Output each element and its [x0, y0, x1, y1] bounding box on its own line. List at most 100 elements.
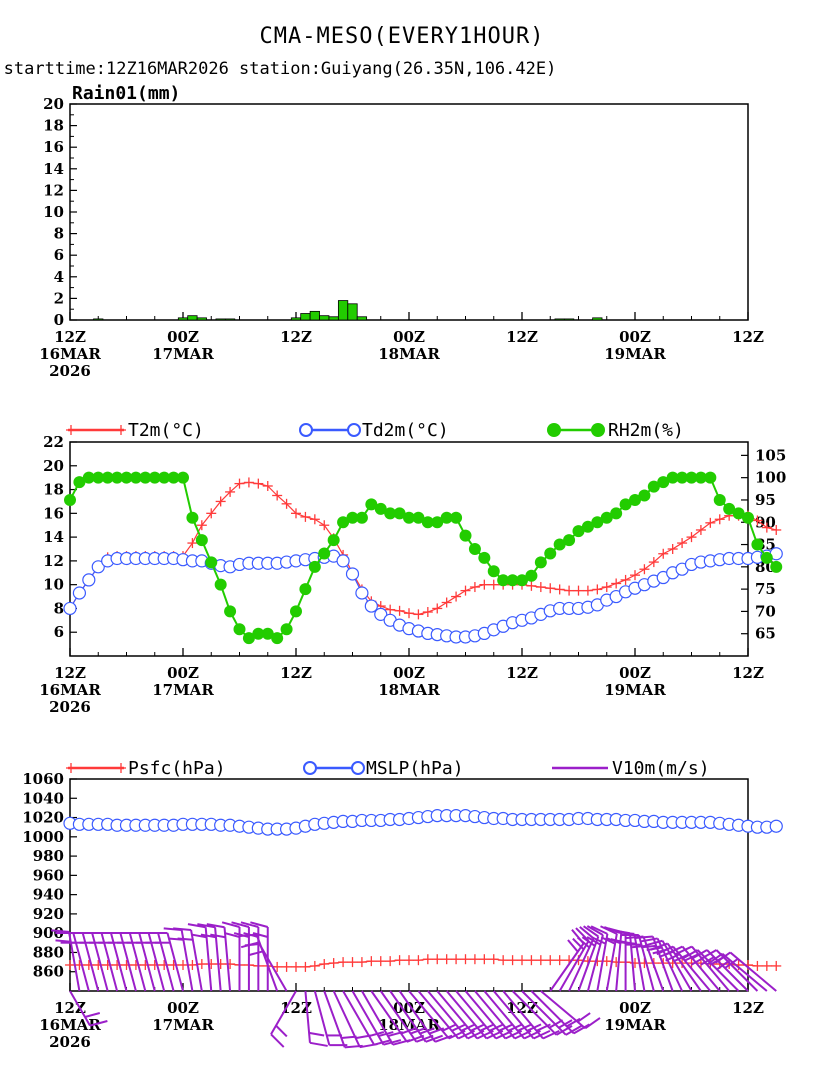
v10m-barb-feather — [724, 958, 739, 969]
v10m-barb — [700, 949, 759, 992]
rh2m-point — [111, 471, 124, 484]
v10m-barb — [577, 925, 600, 992]
v10m-barb-feather — [191, 933, 207, 939]
v10m-barb-feather — [210, 933, 226, 939]
pres-ytick-label: 880 — [33, 943, 64, 961]
temp-legend-label: Td2m(°C) — [362, 420, 449, 441]
rh-ytick-label: 90 — [755, 513, 776, 531]
td2m-point — [336, 554, 350, 568]
chart-subtitle: starttime:12Z16MAR2026 station:Guiyang(2… — [4, 59, 557, 79]
pres-legend-marker — [303, 761, 317, 775]
v10m-barb-staff — [521, 990, 567, 1036]
psfc-point — [291, 961, 301, 972]
v10m-barb-feather — [620, 941, 637, 945]
v10m-barb-feather — [700, 956, 715, 966]
v10m-barb-staff — [436, 990, 478, 1040]
temperature-panel: 68101214161820226570758085909510010512Z1… — [39, 420, 786, 716]
td2m-point — [82, 573, 96, 587]
t2m-point — [545, 583, 556, 594]
v10m-barb-feather — [572, 937, 585, 951]
v10m-barb-feather — [434, 1034, 453, 1043]
pres-xtick-label: 00Z — [167, 999, 199, 1017]
t2m-point — [243, 477, 254, 488]
t2m-point — [554, 584, 565, 595]
rain-xtick-label: 12Z — [54, 328, 86, 346]
rh2m-point — [139, 471, 152, 484]
v10m-barb-feather — [275, 1024, 288, 1038]
pres-ytick-label: 1060 — [22, 770, 64, 788]
v10m-barb-feather — [308, 1031, 325, 1037]
rh2m-point — [129, 471, 142, 484]
v10m-barb-staff — [342, 990, 375, 1046]
v10m-barb-feather — [187, 923, 206, 929]
rh2m-point — [619, 498, 632, 511]
rain-xtick-label: 12Z — [280, 328, 312, 346]
t2m-point — [535, 582, 546, 593]
v10m-barb-staff — [223, 927, 232, 992]
rain-ytick-label: 0 — [54, 311, 64, 329]
v10m-barb — [173, 927, 203, 992]
psfc-point — [526, 955, 537, 966]
rh2m-point — [242, 632, 255, 645]
rh-ytick-label: 100 — [755, 469, 786, 487]
v10m-barb-feather — [590, 925, 608, 935]
v10m-barb-feather — [200, 933, 217, 939]
v10m-barb-feather — [639, 937, 658, 943]
psfc-point — [469, 954, 480, 965]
t2m-point — [451, 591, 462, 602]
psfc-point — [517, 955, 527, 966]
rh2m-point — [261, 627, 274, 640]
v10m-barb-feather — [600, 925, 618, 935]
v10m-barb-feather — [84, 1012, 101, 1018]
rh2m-point — [205, 556, 218, 569]
v10m-barb-staff — [389, 990, 427, 1043]
rh2m-point — [214, 578, 227, 591]
v10m-barb-feather — [707, 952, 723, 965]
v10m-barb-feather — [714, 951, 731, 964]
temp-ytick-label: 22 — [43, 433, 64, 451]
v10m-barb-staff — [370, 990, 408, 1043]
rh2m-point — [525, 569, 538, 582]
rh2m-point — [290, 605, 302, 618]
psfc-point — [451, 954, 462, 965]
rh2m-point — [337, 516, 350, 529]
rh2m-point — [600, 511, 613, 524]
psfc-point — [479, 954, 490, 965]
psfc-point — [328, 958, 339, 969]
rh2m-point — [431, 516, 444, 529]
t2m-point — [234, 478, 245, 489]
psfc-point — [422, 954, 433, 965]
t2m-point — [432, 603, 443, 614]
v10m-barb-staff — [361, 990, 394, 1046]
rh2m-point — [760, 551, 773, 564]
rh2m-point — [233, 623, 246, 636]
temp-legend-marker — [591, 423, 605, 437]
v10m-barb-feather — [250, 921, 269, 928]
v10m-barb — [221, 921, 241, 991]
v10m-barb-staff — [180, 929, 194, 992]
rh2m-point — [676, 471, 689, 484]
temp-legend-marker — [347, 423, 361, 437]
temp-ytick-label: 18 — [43, 481, 64, 499]
rh2m-point — [459, 529, 472, 542]
temp-xtick-label: 12Z — [506, 664, 538, 682]
rh2m-point — [553, 538, 566, 551]
v10m-barb — [149, 932, 184, 992]
v10m-barb-feather — [640, 944, 657, 949]
psfc-point — [196, 959, 207, 970]
v10m-barb-feather — [565, 1024, 582, 1036]
rh2m-point — [685, 471, 698, 484]
t2m-line — [69, 481, 777, 615]
rh2m-point — [591, 516, 604, 529]
rh2m-point — [412, 511, 425, 524]
v10m-barb — [586, 925, 604, 992]
rain-xtick-label: 00Z — [393, 328, 425, 346]
rain-bar — [196, 317, 207, 321]
t2m-point — [262, 480, 273, 491]
t2m-point — [404, 608, 414, 619]
pres-xtick-label: 12Z — [54, 999, 86, 1017]
v10m-barb-staff — [270, 990, 297, 1035]
psfc-point — [309, 960, 320, 971]
pres-xtick-label: 12Z — [732, 999, 764, 1017]
rain-bar — [592, 317, 603, 321]
